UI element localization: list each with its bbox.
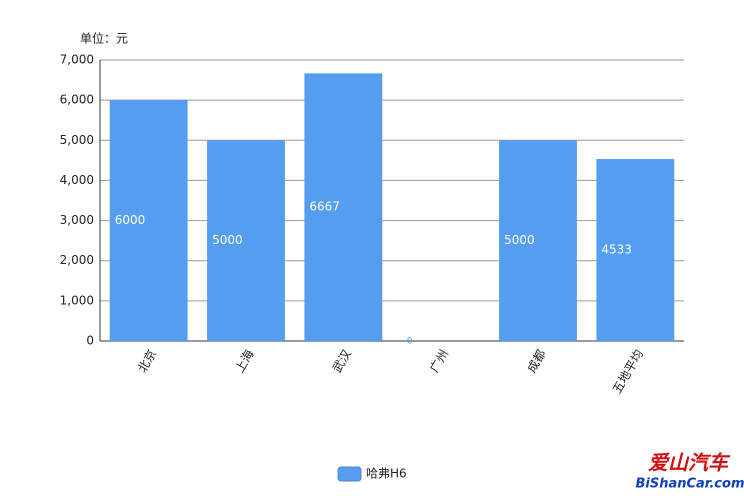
x-tick-label: 武汉 [330,347,354,375]
x-tick-label: 五地平均 [610,347,646,396]
x-tick-label: 北京 [135,347,159,375]
data-label: 5000 [504,233,535,247]
y-tick-label: 1,000 [60,293,94,307]
bar [207,140,285,341]
data-label: 5000 [212,233,243,247]
y-tick-label: 5,000 [60,133,94,147]
bar [596,159,675,341]
data-label: 0 [407,337,413,347]
data-label: 6667 [309,200,340,214]
data-label: 6000 [115,213,146,227]
y-tick-label: 6,000 [60,93,94,107]
y-axis-label: 单位：元 [80,31,128,46]
y-tick-label: 3,000 [60,213,94,227]
bar [109,100,188,342]
data-label: 4533 [601,243,632,257]
y-tick-label: 4,000 [60,173,94,187]
bar [304,73,383,342]
watermark-url: BiShanCar.com [635,477,744,492]
legend-label: 哈弗H6 [366,467,407,481]
bar [499,140,577,341]
y-tick-label: 7,000 [60,53,94,67]
y-tick-label: 2,000 [60,253,94,267]
x-tick-label: 广州 [427,347,451,375]
y-tick-label: 0 [86,334,94,348]
x-tick-label: 成都 [524,347,548,375]
x-tick-label: 上海 [232,347,257,375]
watermark-name: 爱山汽车 [648,451,731,475]
legend-swatch [337,466,362,482]
